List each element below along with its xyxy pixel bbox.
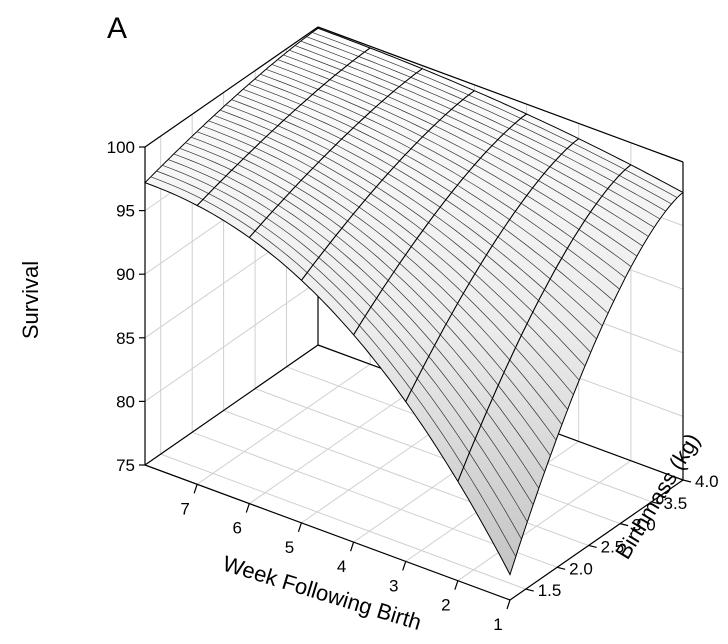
mesh-line-mass (231, 99, 597, 340)
y-tick-label: 3.0 (632, 516, 656, 535)
mesh-line-mass (277, 59, 643, 247)
y-tick-mark (682, 479, 692, 483)
x-tick-label: 7 (180, 499, 189, 518)
z-tick-label: 90 (116, 265, 135, 284)
x-tick-label: 2 (441, 596, 450, 615)
y-tick-mark (525, 588, 534, 592)
mesh-line-mass (150, 176, 517, 557)
mesh-line-mass (219, 109, 586, 367)
mesh-line-mass (265, 68, 632, 267)
mesh-line-mass (225, 104, 591, 353)
mesh-line-mass (196, 131, 563, 425)
mesh-line-mass (248, 83, 615, 302)
mesh-line-mass (283, 54, 649, 237)
mesh-line-mass (156, 170, 522, 540)
z-tick-label: 100 (107, 138, 135, 157)
x-tick-mark (506, 599, 511, 610)
mesh-line-mass (202, 125, 568, 410)
y-tick-label: 4.0 (695, 472, 719, 491)
mesh-line-week-7 (196, 47, 371, 206)
mesh-line-mass (162, 164, 528, 523)
y-tick-label: 1.5 (538, 581, 562, 600)
x-tick-mark (402, 561, 407, 571)
frame-back-floor-left (144, 344, 319, 466)
mesh-line-mass (260, 73, 626, 278)
mesh-line-mass (300, 40, 666, 212)
x-tick-label: 3 (389, 576, 398, 595)
x-tick-mark (454, 580, 459, 590)
x-tick-mark (297, 522, 302, 533)
z-axis-label: Survival (18, 261, 43, 339)
mesh-line-mass (271, 64, 638, 257)
mesh-line-week-3 (405, 138, 580, 402)
box-frame (144, 26, 684, 601)
mesh-line-mass (190, 136, 557, 441)
frame-front-left (144, 464, 511, 601)
x-tick-label: 6 (233, 519, 242, 538)
y-tick-mark (557, 566, 566, 570)
mesh-line-mass (167, 159, 534, 506)
tick-labels: 75 80 85 90 95 100 7 6 5 4 3 2 1 1.5 2.0 2.5 3.0 3.5 4.0 (107, 138, 719, 634)
x-tick-label: 1 (493, 615, 502, 634)
y-tick-mark (651, 501, 660, 505)
mesh-line-mass (289, 49, 655, 228)
x-tick-label: 5 (285, 538, 294, 557)
surface-fill (144, 27, 684, 576)
mesh-line-week-2 (457, 164, 632, 482)
mesh-line-week-5 (300, 90, 475, 281)
mesh-line-mass (242, 88, 609, 314)
x-tick-mark (350, 541, 355, 552)
y-tick-mark (588, 544, 597, 549)
panel-label: A (107, 12, 127, 45)
mesh-line-mass (237, 94, 603, 327)
mesh-line-mass (254, 78, 620, 290)
y-tick-mark (619, 523, 629, 527)
mesh-line-mass (294, 45, 661, 220)
mesh-line-week-6 (248, 68, 423, 238)
y-tick-label: 3.5 (664, 494, 688, 513)
mesh-line-mass (179, 147, 545, 473)
mesh-line-mass (208, 120, 574, 395)
z-tick-label: 95 (116, 202, 135, 221)
x-tick-label: 4 (337, 557, 346, 576)
z-tick-label: 85 (116, 329, 135, 348)
mesh-line-mass (306, 36, 672, 205)
mesh-line-mass (173, 153, 540, 489)
y-tick-label: 2.5 (601, 537, 625, 556)
frame-right (509, 479, 684, 601)
x-tick-mark (193, 484, 198, 494)
z-tick-label: 75 (116, 456, 135, 475)
y-tick-label: 2.0 (569, 559, 593, 578)
x-tick-mark (245, 503, 250, 513)
frame-top-right (317, 26, 684, 163)
z-tick-label: 80 (116, 392, 135, 411)
frame-top-left (144, 26, 319, 148)
mesh-line-mass (185, 142, 551, 457)
mesh-line-week-4 (353, 113, 527, 336)
y-axis-label: Birthmass (kg) (610, 429, 704, 563)
mesh-line-mass (312, 32, 678, 199)
survival-surface (144, 27, 684, 576)
mesh-line-mass (214, 115, 580, 381)
